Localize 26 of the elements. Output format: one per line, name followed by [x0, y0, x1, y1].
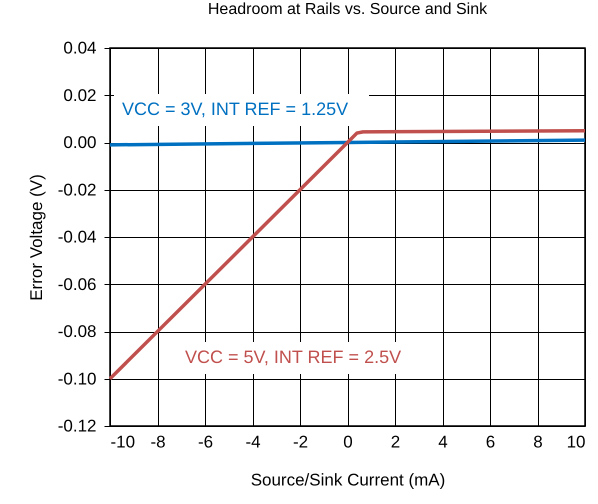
x-tick-label: 8: [533, 432, 543, 452]
line-series: [108, 128, 587, 380]
x-tick-label: -10: [110, 432, 136, 452]
x-tick-label: 2: [390, 432, 400, 452]
x-tick-label: -4: [245, 432, 261, 452]
y-tick-label: -0.12: [58, 416, 96, 436]
y-tick-label: -0.02: [58, 180, 96, 200]
series-label: VCC = 5V, INT REF = 2.5V: [185, 347, 402, 367]
chart-title: Headroom at Rails vs. Source and Sink: [208, 1, 488, 18]
x-tick-label: 6: [486, 432, 496, 452]
y-tick-label: -0.08: [58, 322, 96, 341]
y-tick-label: -0.06: [58, 274, 96, 294]
x-tick-label: 4: [438, 432, 448, 452]
y-tick-label: 0.04: [63, 38, 96, 58]
x-tick-label: -8: [150, 432, 166, 452]
x-tick-label: -2: [292, 432, 308, 452]
x-tick-label: 0: [343, 432, 353, 452]
y-axis-title: Error Voltage (V): [26, 174, 46, 301]
y-tick-label: -0.10: [58, 369, 96, 388]
y-tick-label: -0.04: [58, 228, 96, 246]
x-tick-label: 10: [566, 432, 586, 452]
series-label: VCC = 3V, INT REF = 1.25V: [122, 99, 348, 119]
x-tick-label: -6: [198, 432, 214, 452]
x-axis-title: Source/Sink Current (mA): [250, 470, 446, 490]
y-tick-label: 0.00: [63, 133, 96, 152]
y-tick-label: 0.02: [63, 86, 96, 105]
